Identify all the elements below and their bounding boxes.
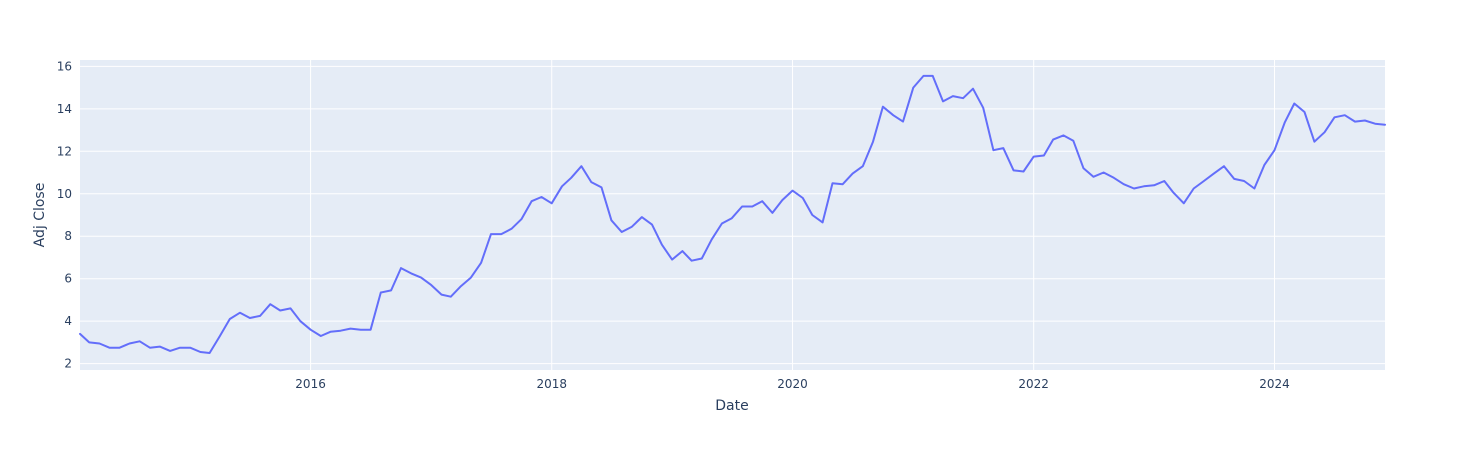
y-tick-label: 12 — [57, 144, 72, 158]
y-gridlines — [80, 65, 1385, 365]
x-tick-label: 2022 — [1018, 377, 1049, 391]
x-tick-label: 2020 — [777, 377, 808, 391]
plot-background — [80, 60, 1385, 370]
y-tick-label: 16 — [57, 59, 72, 73]
y-tick-label: 10 — [57, 187, 72, 201]
x-tick-label: 2024 — [1259, 377, 1290, 391]
x-gridlines — [310, 60, 1275, 370]
y-tick-label: 8 — [64, 229, 72, 243]
y-axis-ticks: 2 4 6 8 10 12 14 16 — [57, 59, 72, 370]
y-tick-label: 4 — [64, 314, 72, 328]
y-tick-label: 6 — [64, 272, 72, 286]
x-axis-ticks: 2016 2018 2020 2022 2024 — [295, 377, 1289, 391]
x-tick-label: 2016 — [295, 377, 326, 391]
series-line — [79, 74, 1386, 354]
y-tick-label: 14 — [57, 102, 72, 116]
y-tick-label: 2 — [64, 357, 72, 371]
x-tick-label: 2018 — [536, 377, 567, 391]
series-layer — [79, 74, 1386, 354]
x-axis-title: Date — [715, 398, 748, 414]
y-axis-title: Adj Close — [32, 183, 48, 248]
